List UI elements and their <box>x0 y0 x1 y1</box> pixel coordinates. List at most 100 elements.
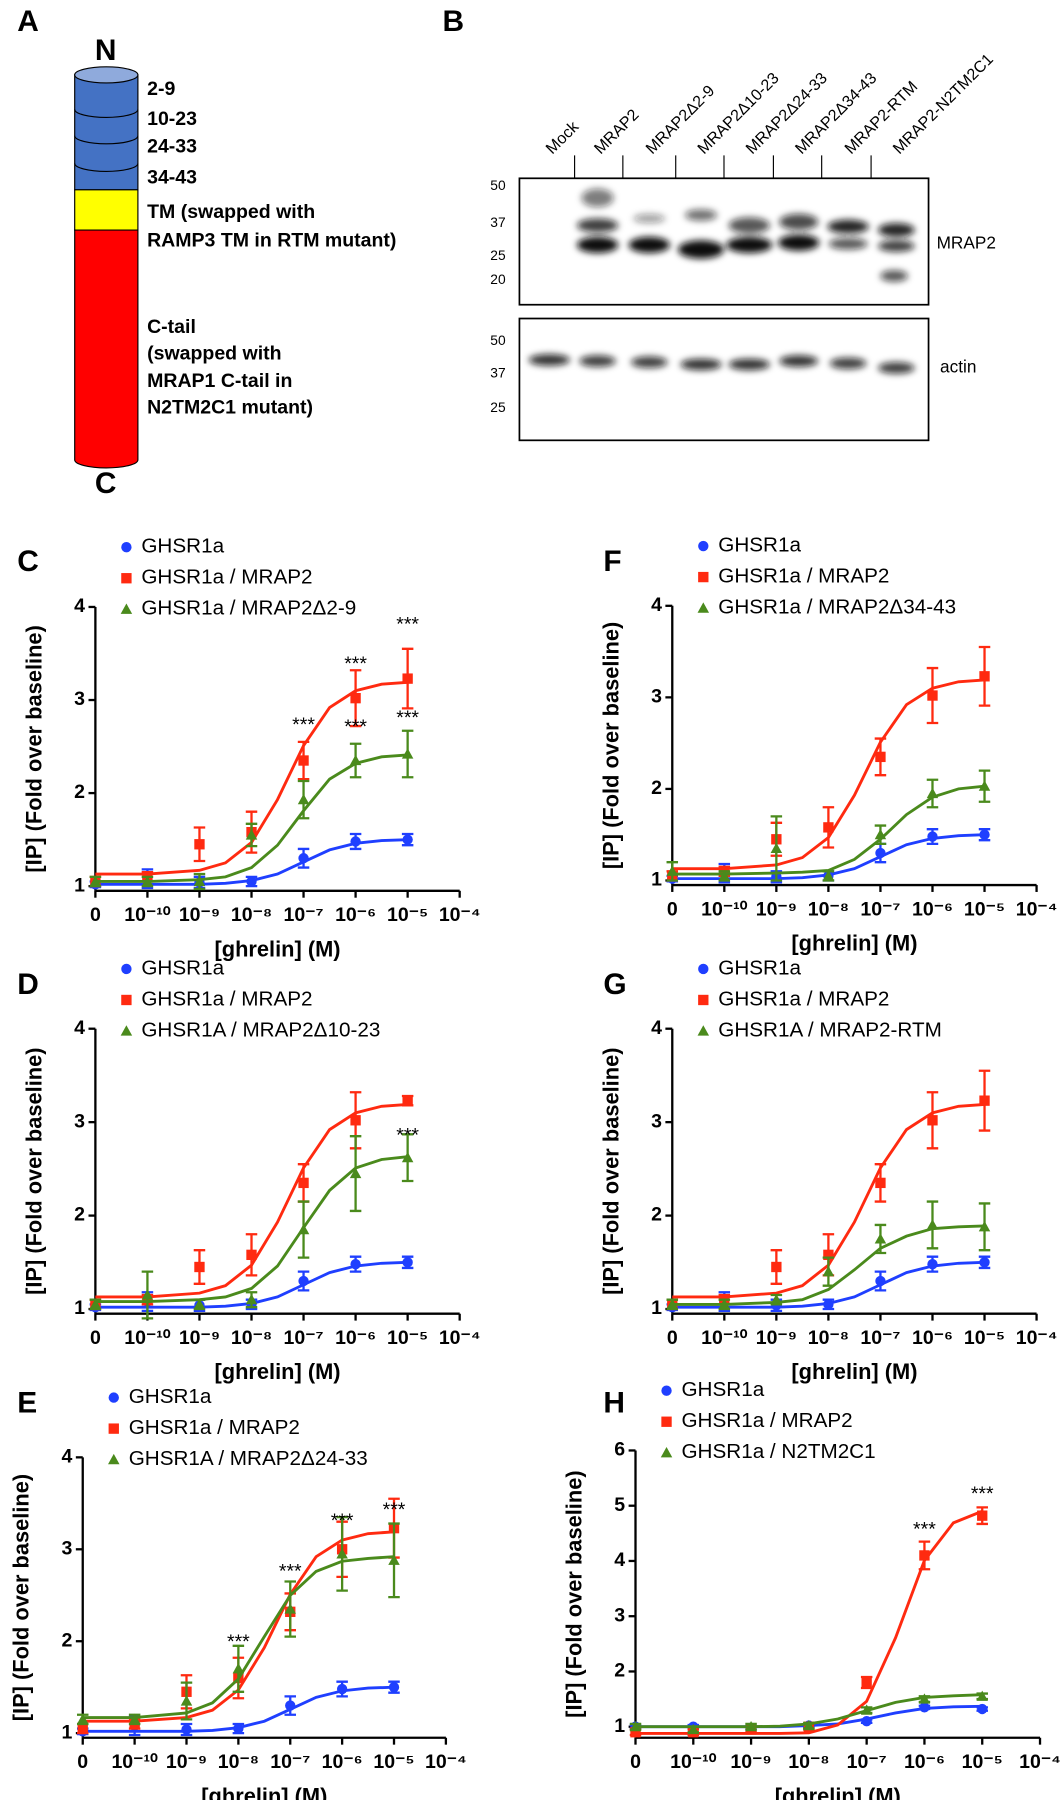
mw-marker: 37 <box>490 215 505 230</box>
x-tick-label: 10⁻⁷ <box>284 904 324 926</box>
x-tick-label: 10⁻⁴ <box>1019 1751 1061 1773</box>
point <box>919 1702 930 1713</box>
point <box>401 1151 414 1163</box>
x-tick-label: 0 <box>630 1751 641 1773</box>
x-axis-label: [ghrelin] (M) <box>791 1359 917 1384</box>
point <box>402 834 413 845</box>
x-tick-label: 10⁻⁴ <box>439 1327 481 1349</box>
mw-marker: 50 <box>490 178 506 193</box>
point <box>918 1693 931 1704</box>
point <box>298 1177 309 1189</box>
segment-label: TM (swapped with <box>147 201 315 223</box>
fit-curve <box>672 1260 985 1309</box>
y-tick-label: 2 <box>614 1660 625 1682</box>
point <box>194 1261 205 1273</box>
point <box>350 836 361 847</box>
point <box>977 1510 988 1521</box>
y-axis-label: [IP] (Fold over baseline) <box>598 622 623 869</box>
legend-label: GHSR1a <box>718 956 801 979</box>
legend-marker <box>698 571 709 583</box>
cylinder <box>74 66 139 469</box>
x-tick-label: 10⁻⁷ <box>284 1327 324 1349</box>
x-tick-label: 10⁻⁶ <box>335 1327 376 1349</box>
legend-marker <box>121 994 132 1006</box>
y-tick-label: 2 <box>74 1204 85 1226</box>
mw-marker: 25 <box>490 248 506 263</box>
panel-letter: B <box>442 5 464 38</box>
point <box>875 1177 886 1189</box>
significance: *** <box>344 716 367 738</box>
significance: *** <box>344 653 367 675</box>
x-tick-label: 10⁻⁵ <box>962 1751 1003 1773</box>
y-tick-label: 3 <box>651 686 662 708</box>
fit-curve <box>95 1260 408 1309</box>
point <box>976 1690 988 1701</box>
point <box>860 1704 873 1715</box>
x-tick-label: 10⁻⁶ <box>335 904 376 926</box>
point <box>128 1713 141 1724</box>
point <box>926 787 939 799</box>
point <box>745 1720 757 1732</box>
x-tick-label: 10⁻⁸ <box>231 1327 272 1349</box>
x-tick-label: 10⁻¹⁰ <box>701 1327 748 1349</box>
point <box>350 1259 361 1270</box>
x-tick-label: 10⁻⁴ <box>1016 1327 1058 1349</box>
fit-curve <box>82 1530 395 1723</box>
segment-label: RAMP3 TM in RTM mutant) <box>147 230 396 252</box>
y-tick-label: 3 <box>651 1110 662 1132</box>
point <box>875 847 886 859</box>
point <box>402 673 413 684</box>
point <box>687 1723 700 1735</box>
point <box>245 1293 258 1305</box>
segment-label: 2-9 <box>147 78 175 100</box>
x-tick-label: 10⁻⁶ <box>912 898 953 920</box>
y-axis-label: [IP] (Fold over baseline) <box>21 1047 46 1294</box>
x-tick-label: 10⁻⁵ <box>964 898 1005 920</box>
x-tick-label: 10⁻⁶ <box>912 1327 953 1349</box>
segment-label: N2TM2C1 mutant) <box>147 396 313 418</box>
lane-label: Mock <box>542 117 583 158</box>
y-axis-label: [IP] (Fold over baseline) <box>9 1474 34 1721</box>
segment-label: MRAP1 C-tail in <box>147 370 292 392</box>
y-tick-label: 1 <box>614 1715 625 1737</box>
legend-label: GHSR1a / MRAP2Δ34-43 <box>718 596 956 619</box>
x-tick-label: 10⁻¹⁰ <box>670 1751 717 1773</box>
segment-label: 10-23 <box>147 108 197 130</box>
x-tick-label: 0 <box>667 898 678 920</box>
fit-curve <box>82 1685 395 1733</box>
point <box>285 1700 296 1711</box>
x-tick-label: 10⁻⁹ <box>756 898 797 920</box>
point <box>402 1095 413 1106</box>
significance: *** <box>383 1499 406 1521</box>
point <box>979 829 990 840</box>
legend-marker <box>698 540 709 552</box>
significance: *** <box>396 707 419 729</box>
point <box>89 875 102 887</box>
legend-marker <box>698 994 709 1006</box>
fit-curve <box>95 753 408 883</box>
legend-label: GHSR1a / MRAP2 <box>129 1416 300 1439</box>
point <box>246 1249 257 1261</box>
point <box>718 1298 731 1309</box>
legend-marker <box>121 542 132 553</box>
legend-marker <box>120 1025 133 1036</box>
fit-curve <box>95 838 408 886</box>
point <box>180 1695 193 1706</box>
segment-label: 34-43 <box>147 166 197 188</box>
point <box>630 1727 641 1738</box>
legend-label: GHSR1a / MRAP2 <box>681 1409 852 1432</box>
point <box>977 1703 988 1715</box>
point <box>298 853 309 864</box>
x-tick-label: 10⁻⁷ <box>270 1751 310 1773</box>
point <box>861 1716 872 1727</box>
blot-label: MRAP2 <box>937 232 996 252</box>
point <box>233 1723 244 1734</box>
point <box>388 1554 400 1565</box>
panel-letter: C <box>17 545 39 578</box>
fit-curve <box>672 1103 985 1299</box>
legend-marker <box>661 1416 672 1427</box>
panel-letter: H <box>603 1386 625 1419</box>
point <box>193 875 206 887</box>
y-tick-label: 1 <box>74 1297 85 1319</box>
mw-marker: 20 <box>490 272 506 287</box>
